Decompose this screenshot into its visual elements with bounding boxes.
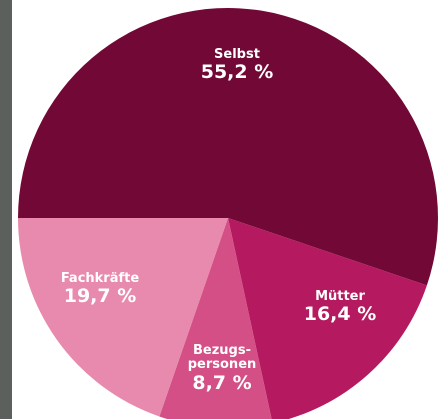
value-label: 16,4 % <box>303 303 377 326</box>
slice-label: Selbst 55,2 % <box>200 47 274 84</box>
pie-slice <box>18 8 438 286</box>
slice-label: Mütter 16,4 % <box>303 289 377 326</box>
pie-slice <box>18 218 228 417</box>
category-label: Fachkräfte <box>60 271 140 286</box>
category-label: Mütter <box>315 289 365 304</box>
value-label: 8,7 % <box>192 371 252 394</box>
category-label: Selbst <box>214 47 260 62</box>
value-label: 19,7 % <box>63 285 137 308</box>
slice-label: Bezugs- personen 8,7 % <box>187 343 257 394</box>
category-label: Bezugs- personen <box>187 343 257 373</box>
side-strip <box>0 0 12 419</box>
value-label: 55,2 % <box>200 61 274 84</box>
pie-slice <box>159 218 272 419</box>
pie-slice <box>228 218 427 419</box>
slice-label: Fachkräfte 19,7 % <box>60 271 140 308</box>
